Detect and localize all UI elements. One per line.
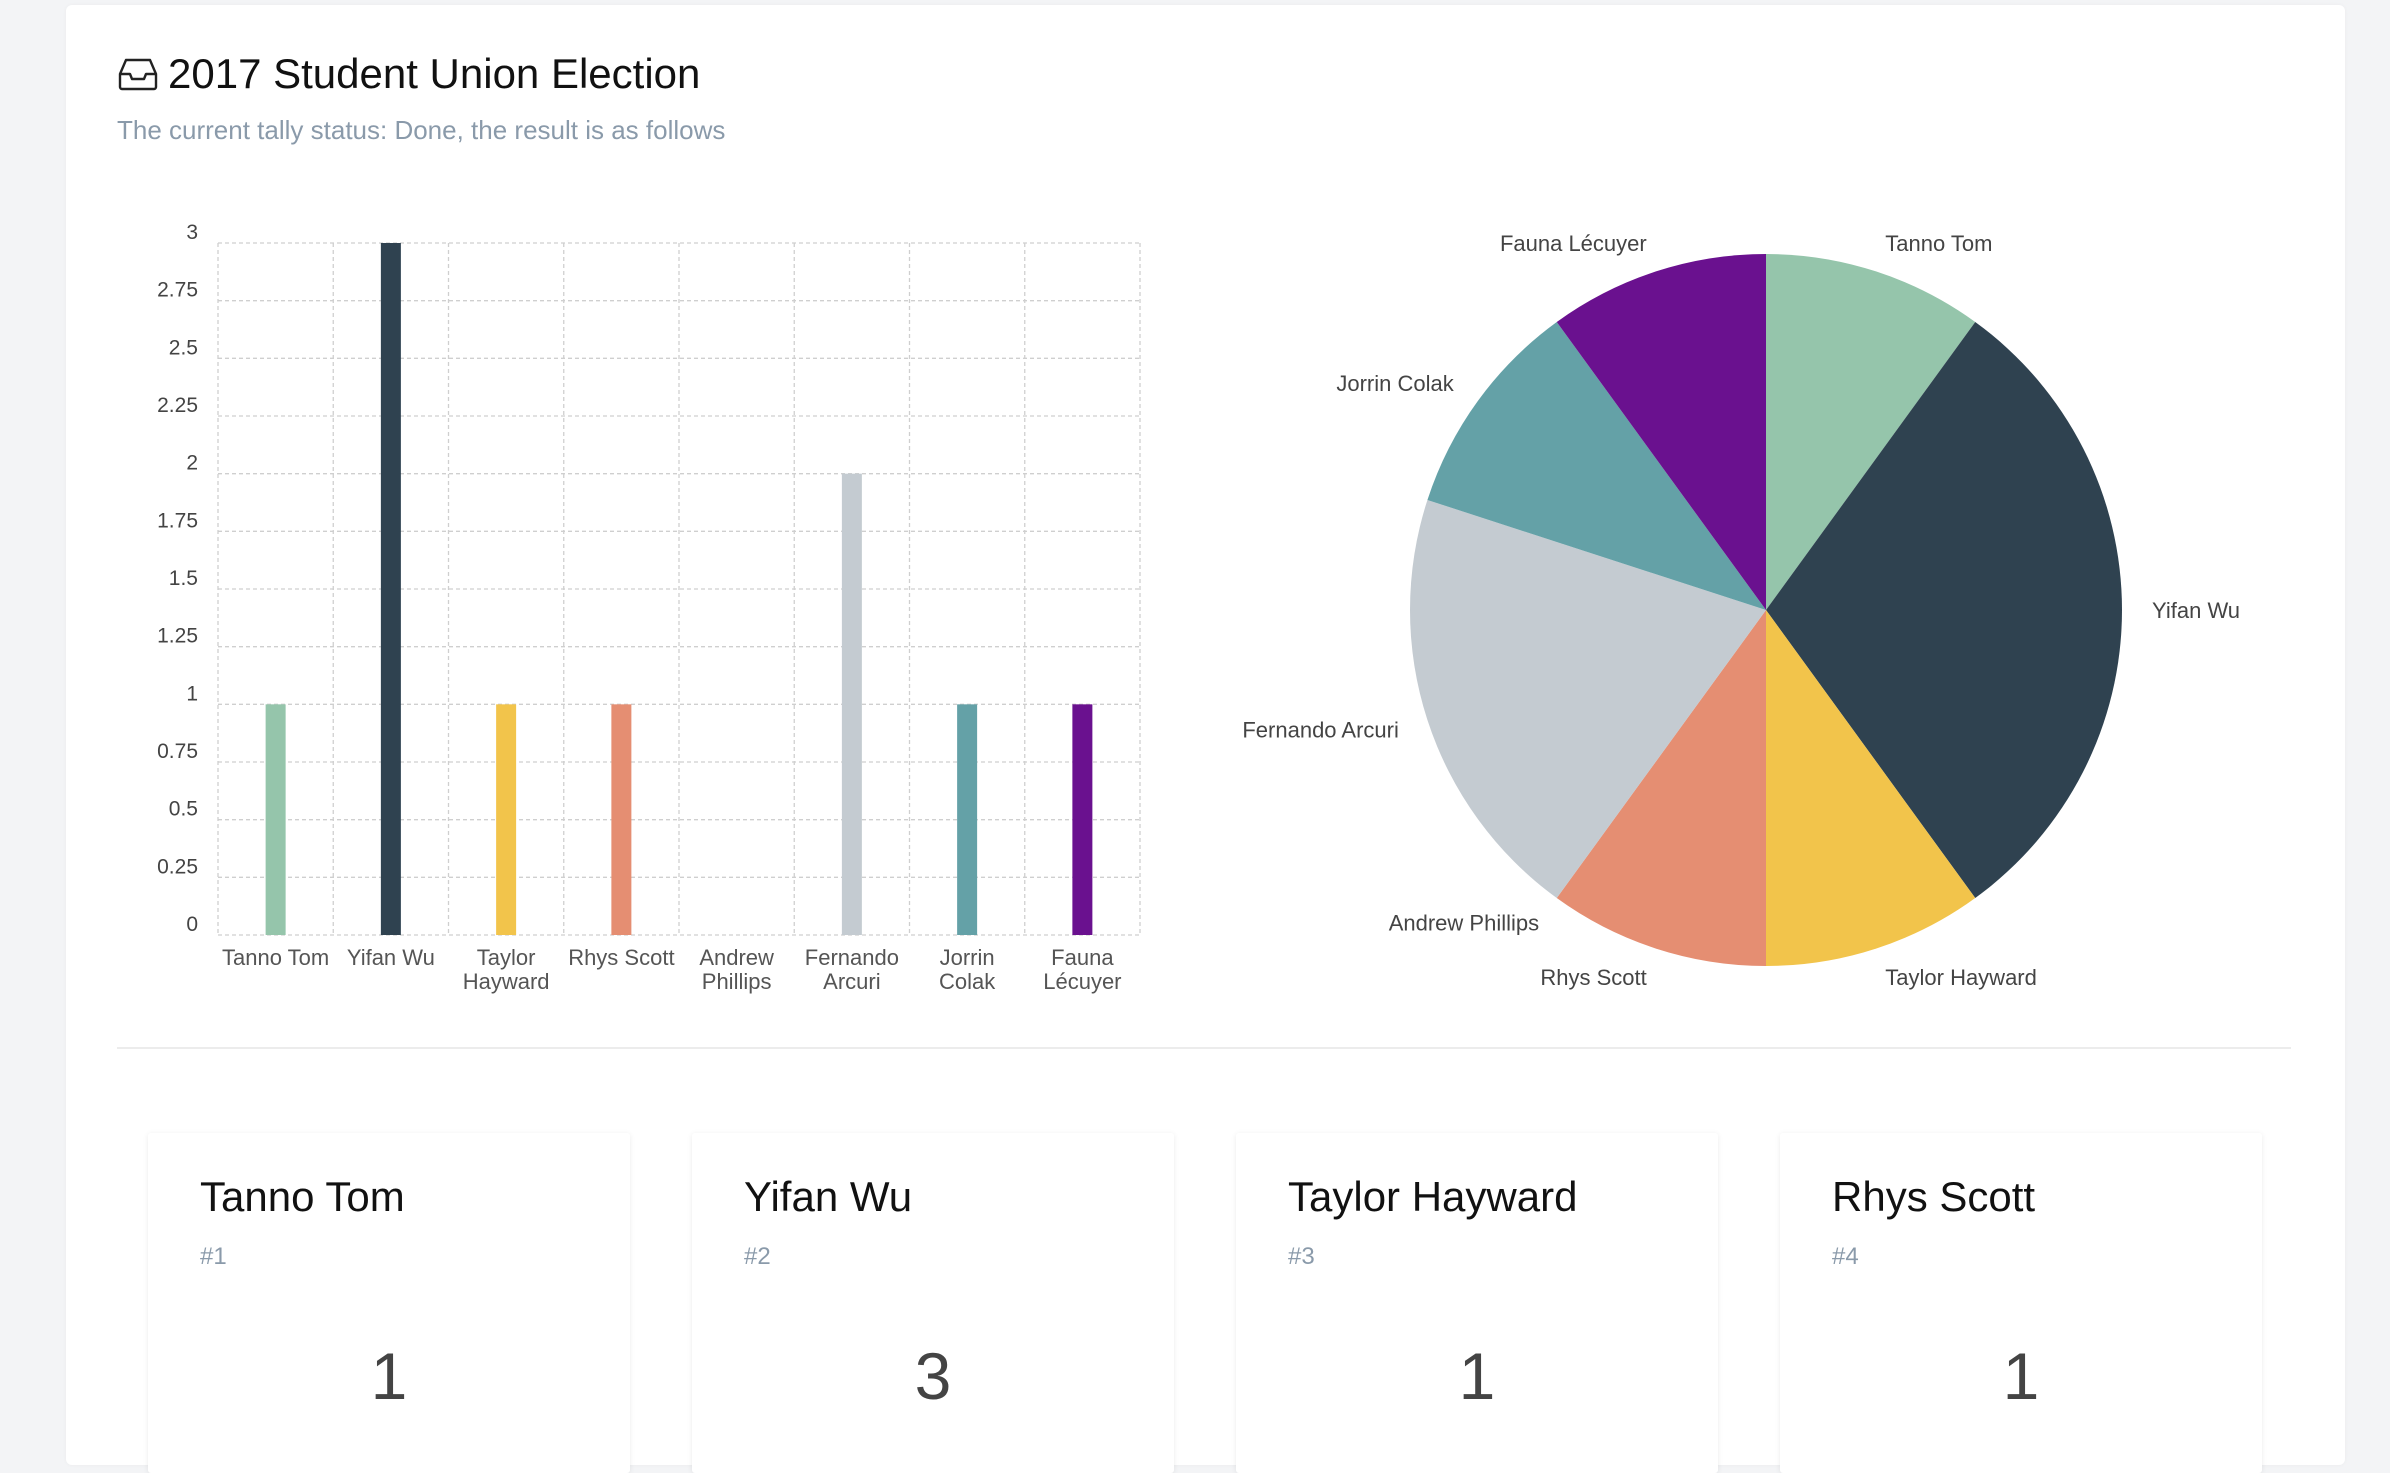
y-tick-label: 2.25 [157, 394, 198, 417]
page-title: 2017 Student Union Election [168, 50, 701, 97]
x-tick-label: Phillips [702, 969, 772, 994]
pie-slice [1766, 254, 1976, 610]
candidate-rank: #1 [200, 1243, 227, 1270]
x-tick-label: Fauna [1051, 945, 1114, 970]
bar [841, 473, 862, 935]
pie-label: Yifan Wu [2152, 598, 2240, 623]
bar [611, 704, 632, 935]
bar [957, 704, 978, 935]
candidate-name: Yifan Wu [744, 1173, 913, 1220]
pie-slice [1766, 321, 2122, 899]
pie-label: Andrew Phillips [1389, 910, 1539, 935]
candidate-votes: 1 [2002, 1339, 2040, 1413]
candidate-votes: 1 [1458, 1339, 1496, 1413]
pie-slice [1766, 610, 1976, 966]
candidate-name: Tanno Tom [200, 1173, 405, 1220]
candidate-name: Rhys Scott [1832, 1173, 2036, 1220]
x-tick-label: Yifan Wu [347, 945, 435, 970]
y-tick-label: 0 [186, 913, 198, 936]
y-tick-label: 2.5 [169, 336, 198, 359]
x-tick-label: Hayward [463, 969, 550, 994]
candidate-rank: #3 [1288, 1243, 1315, 1270]
y-tick-label: 1.75 [157, 509, 198, 532]
y-tick-label: 1 [186, 682, 198, 705]
pie-slice [1556, 254, 1766, 610]
pie-label: Jorrin Colak [1336, 371, 1454, 396]
candidate-card: Yifan Wu #2 3 [692, 1133, 1174, 1473]
bar [380, 243, 401, 935]
pie-slice [1556, 610, 1766, 966]
x-tick-label: Taylor [477, 945, 536, 970]
section-divider [117, 1047, 2291, 1049]
x-tick-label: Rhys Scott [568, 945, 674, 970]
bar [496, 704, 517, 935]
pie-chart: Tanno Tom Yifan Wu Taylor Hayward Rhys Scot… [1242, 231, 2240, 990]
pie-slice [1427, 321, 1766, 610]
y-tick-label: 0.75 [157, 740, 198, 763]
candidate-votes: 1 [370, 1339, 408, 1413]
y-tick-label: 1.25 [157, 625, 198, 648]
x-tick-label: Fernando [805, 945, 899, 970]
bar [1072, 704, 1093, 935]
y-tick-label: 3 [186, 221, 198, 244]
pie-label: Taylor Hayward [1885, 965, 2037, 990]
y-tick-label: 2 [186, 452, 198, 475]
x-tick-label: Jorrin [940, 945, 995, 970]
x-tick-label: Tanno Tom [222, 945, 329, 970]
bar [265, 704, 286, 935]
bar-chart: 0 0.25 0.5 0.75 1 1.25 1.5 1.75 2 2.25 2.5 2.75 3 Tan… [157, 221, 1141, 994]
election-header: 2017 Student Union Election [116, 48, 700, 100]
candidate-card: Taylor Hayward #3 1 [1236, 1133, 1718, 1473]
candidate-card: Tanno Tom #1 1 [148, 1133, 630, 1473]
inbox-icon [118, 58, 158, 91]
candidate-rank: #4 [1832, 1243, 1859, 1270]
pie-label: Rhys Scott [1540, 965, 1646, 990]
y-tick-label: 0.25 [157, 855, 198, 878]
x-tick-label: Arcuri [823, 969, 880, 994]
pie-label: Tanno Tom [1885, 231, 1992, 256]
pie-label: Fernando Arcuri [1242, 717, 1399, 742]
candidate-votes: 3 [914, 1339, 952, 1413]
x-tick-label: Andrew [699, 945, 774, 970]
candidate-name: Taylor Hayward [1288, 1173, 1578, 1220]
y-tick-label: 0.5 [169, 798, 198, 821]
pie-label: Fauna Lécuyer [1500, 231, 1647, 256]
candidate-rank: #2 [744, 1243, 771, 1270]
candidate-card: Rhys Scott #4 1 [1780, 1133, 2262, 1473]
y-tick-label: 2.75 [157, 279, 198, 302]
x-tick-label: Colak [939, 969, 996, 994]
pie-slice [1410, 499, 1766, 899]
x-tick-label: Lécuyer [1043, 969, 1121, 994]
y-tick-label: 1.5 [169, 567, 198, 590]
tally-status: The current tally status: Done, the resu… [117, 115, 726, 145]
